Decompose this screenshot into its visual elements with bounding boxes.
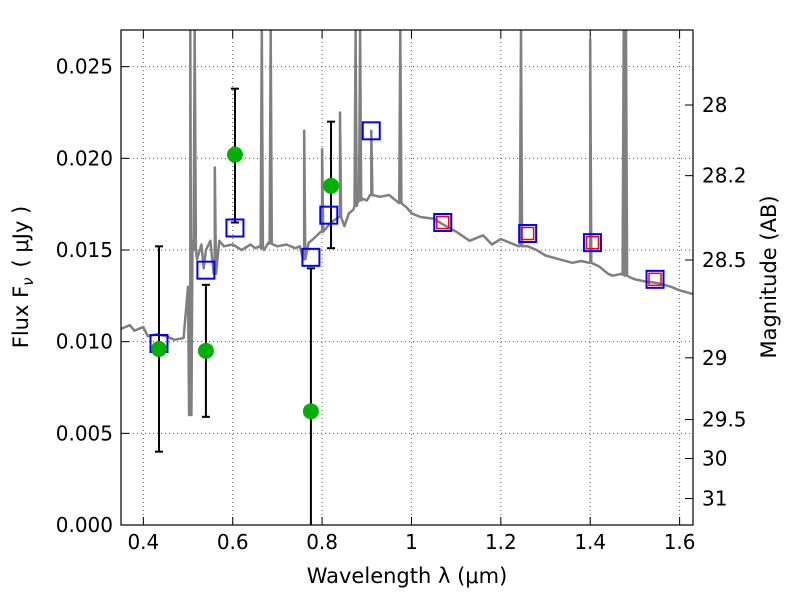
- y2-tick-label: 31: [702, 487, 727, 511]
- observed-point: [150, 341, 167, 357]
- y-tick-label: 0.020: [56, 146, 113, 170]
- model-photometry-box: [518, 224, 538, 243]
- model-photometry-box: [582, 233, 602, 253]
- model-photometry-inner-box: [648, 272, 662, 287]
- model-photometry-inner-box: [585, 235, 600, 250]
- plot-frame: [120, 29, 694, 526]
- x-tick-label: 0.6: [217, 530, 249, 554]
- model-photometry-box: [301, 247, 321, 267]
- model-spectrum-layer: [121, 30, 693, 417]
- model-spectrum-line: [121, 30, 693, 417]
- y2-tick-label: 28: [702, 93, 727, 117]
- y-tick-label: 0.025: [56, 55, 113, 79]
- y-axis-label-unit: ( μJy ): [9, 206, 33, 268]
- axis-ticks: 0.4 0.6 0.8 1 1.2 1.4 1.6 0.000 0.005 0.010 0.015 0…: [56, 30, 747, 554]
- y-tick-label: 0.000: [56, 513, 113, 537]
- y2-tick-label: 29: [702, 346, 727, 370]
- model-photometry-box: [361, 121, 381, 141]
- x-tick-label: 1: [405, 530, 418, 554]
- model-photometry-box: [196, 260, 216, 280]
- x-tick-label: 1.4: [574, 530, 606, 554]
- observed-point: [226, 146, 243, 163]
- y2-axis-label: Magnitude (AB): [757, 195, 781, 358]
- observed-point: [323, 177, 340, 194]
- y2-tick-label: 30: [702, 446, 727, 470]
- observed-point: [302, 403, 319, 420]
- y2-tick-label: 28.5: [702, 248, 747, 272]
- y2-tick-label: 28.2: [702, 164, 747, 188]
- x-tick-label: 0.8: [306, 530, 338, 554]
- x-axis-label: Wavelength λ (μm): [307, 564, 508, 588]
- y2-tick-label: 29.5: [702, 408, 747, 432]
- photometry-layer: [149, 87, 665, 525]
- y-axis-label-subscript: ν: [19, 277, 37, 285]
- y-axis-label-flux: Flux F: [9, 286, 33, 348]
- y-tick-label: 0.010: [56, 330, 113, 354]
- observed-point: [197, 342, 214, 359]
- y-tick-label: 0.005: [56, 421, 113, 445]
- model-photometry-box: [433, 213, 453, 232]
- x-tick-label: 0.4: [127, 530, 159, 554]
- model-photometry-box: [225, 218, 245, 238]
- model-photometry-inner-box: [436, 215, 450, 230]
- model-photometry-box: [319, 205, 339, 225]
- model-photometry-box: [645, 269, 665, 289]
- x-tick-label: 1.2: [485, 530, 517, 554]
- y-tick-label: 0.015: [56, 238, 113, 262]
- y-axis-label: Flux Fν ( μJy ): [9, 206, 37, 349]
- model-photometry-inner-box: [520, 226, 535, 241]
- grid-lines: [121, 30, 693, 526]
- x-tick-label: 1.6: [664, 530, 696, 554]
